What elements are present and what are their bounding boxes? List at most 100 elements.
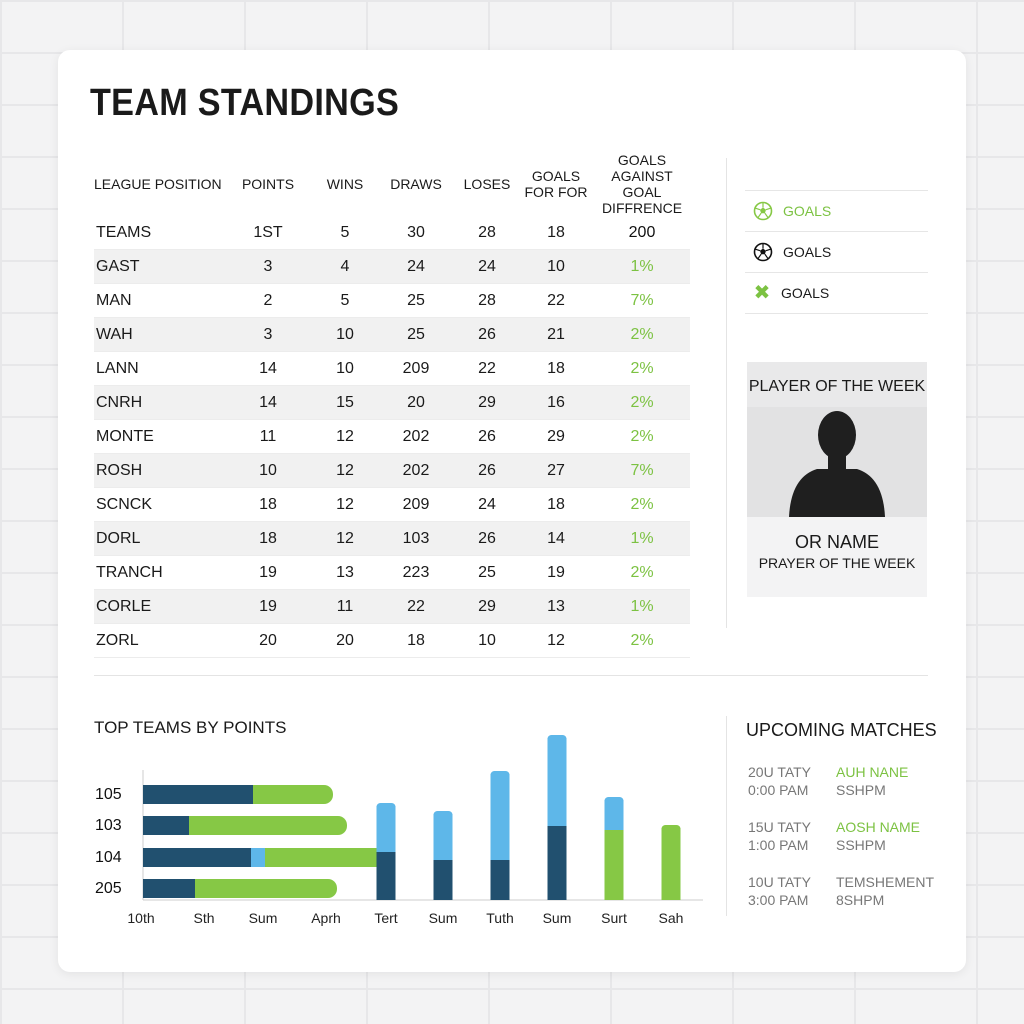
column-segment-dark-blue <box>376 852 396 900</box>
match-date: 20U TATY <box>748 764 812 780</box>
table-row[interactable]: SCNCK 18 12 209 24 18 2% <box>94 487 690 522</box>
table-cell: 10 <box>456 623 518 658</box>
column-cap <box>433 811 453 819</box>
column-segment-light-blue <box>376 806 396 852</box>
table-cell: 18 <box>518 216 594 250</box>
column-header[interactable]: POINTS <box>222 152 314 216</box>
table-cell: 200 <box>594 216 690 250</box>
player-subtitle: PRAYER OF THE WEEK <box>758 555 916 571</box>
x-tick-label: Sah <box>659 910 684 926</box>
x-tick-label: Sth <box>193 910 214 926</box>
match-item[interactable]: 20U TATY 0:00 PAM AUH NANE SSHPM <box>748 763 938 803</box>
table-cell: 2% <box>594 487 690 522</box>
x-tick-label: Aprh <box>311 910 341 926</box>
table-cell: 19 <box>222 589 314 624</box>
table-cell: 12 <box>314 487 376 522</box>
page-title: TEAM STANDINGS <box>90 82 400 124</box>
column-segment-dark-blue <box>433 860 453 900</box>
match-time: 1:00 PAM <box>748 837 809 853</box>
match-item[interactable]: 15U TATY 1:00 PAM AOSH NAME SSHPM <box>748 818 938 858</box>
table-cell: 10 <box>222 453 314 488</box>
matches-divider <box>726 716 727 916</box>
player-photo <box>747 407 927 517</box>
table-cell: 29 <box>456 385 518 420</box>
table-cell: 18 <box>222 521 314 556</box>
table-cell: 26 <box>456 453 518 488</box>
goal-legend-item[interactable]: GOALS <box>745 190 928 231</box>
table-cell: DORL <box>94 521 222 556</box>
table-cell: MONTE <box>94 419 222 454</box>
table-row[interactable]: MONTE 11 12 202 26 29 2% <box>94 419 690 454</box>
goal-legend: GOALS GOALS ✖ GOALS <box>745 190 928 314</box>
goal-legend-item[interactable]: GOALS <box>745 231 928 272</box>
match-team: TEMSHEMENT <box>836 874 934 890</box>
table-row[interactable]: DORL 18 12 103 26 14 1% <box>94 521 690 556</box>
table-cell: 103 <box>376 521 456 556</box>
table-cell: 20 <box>222 623 314 658</box>
table-cell: 1% <box>594 249 690 284</box>
chart-title: TOP TEAMS BY POINTS <box>94 718 287 737</box>
table-cell: 29 <box>456 589 518 624</box>
table-row[interactable]: ROSH 10 12 202 26 27 7% <box>94 453 690 488</box>
table-cell: 13 <box>314 555 376 590</box>
table-cell: 3 <box>222 249 314 284</box>
table-cell: TEAMS <box>94 216 222 250</box>
table-row[interactable]: LANN 14 10 209 22 18 2% <box>94 351 690 386</box>
table-row[interactable]: CORLE 19 11 22 29 13 1% <box>94 589 690 624</box>
table-cell: 11 <box>222 419 314 454</box>
goal-legend-label: GOALS <box>783 203 832 219</box>
x-tick-label: Tert <box>374 910 397 926</box>
table-row[interactable]: TRANCH 19 13 223 25 19 2% <box>94 555 690 590</box>
table-cell: GAST <box>94 249 222 284</box>
table-cell: 28 <box>456 216 518 250</box>
table-cell: 21 <box>518 317 594 352</box>
table-row[interactable]: GAST 3 4 24 24 10 1% <box>94 249 690 284</box>
column-header-label: LOSES <box>463 176 511 192</box>
table-cell: MAN <box>94 283 222 318</box>
goal-legend-item[interactable]: ✖ GOALS <box>745 272 928 314</box>
table-cell: 5 <box>314 283 376 318</box>
table-cell: 20 <box>314 623 376 658</box>
table-cell: 18 <box>376 623 456 658</box>
table-cell: 24 <box>456 249 518 284</box>
column-header[interactable]: DRAWS <box>376 152 456 216</box>
table-cell: 2% <box>594 317 690 352</box>
column-header-label: GOALS <box>531 168 581 184</box>
x-tick-label: Tuth <box>486 910 514 926</box>
x-tick-label: Surt <box>601 910 627 926</box>
table-cell: 5 <box>314 216 376 250</box>
goal-legend-label: GOALS <box>781 285 830 301</box>
column-header[interactable]: LEAGUE POSITION <box>94 152 222 216</box>
match-time: 3:00 PAM <box>748 892 809 908</box>
column-header[interactable]: GOALS FOR FOR <box>518 152 594 216</box>
table-cell: SCNCK <box>94 487 222 522</box>
column-segment-light-blue <box>547 738 567 826</box>
column-segment-dark-blue <box>490 860 510 900</box>
column-segment-green <box>604 830 624 900</box>
table-cell: 10 <box>314 317 376 352</box>
table-row[interactable]: CNRH 14 15 20 29 16 2% <box>94 385 690 420</box>
column-header[interactable]: GOALS AGAINST GOAL DIFFRENCE <box>594 152 690 216</box>
table-row[interactable]: TEAMS 1ST 5 30 28 18 200 <box>94 216 690 250</box>
player-of-week-title: PLAYER OF THE WEEK <box>748 378 926 395</box>
match-team: AUH NANE <box>836 764 909 780</box>
y-tick-label: 104 <box>95 849 122 866</box>
table-cell: 22 <box>456 351 518 386</box>
table-cell: 18 <box>222 487 314 522</box>
table-cell: 28 <box>456 283 518 318</box>
column-cap <box>661 825 681 833</box>
table-cell: 1% <box>594 521 690 556</box>
table-cell: 2% <box>594 555 690 590</box>
x-tick-label: Sum <box>249 910 278 926</box>
x-tick-label: Sum <box>543 910 572 926</box>
column-header[interactable]: WINS <box>314 152 376 216</box>
table-cell: 30 <box>376 216 456 250</box>
table-cell: 26 <box>456 317 518 352</box>
table-cell: TRANCH <box>94 555 222 590</box>
column-header[interactable]: LOSES <box>456 152 518 216</box>
table-row[interactable]: MAN 2 5 25 28 22 7% <box>94 283 690 318</box>
table-row[interactable]: ZORL 20 20 18 10 12 2% <box>94 623 690 658</box>
match-item[interactable]: 10U TATY 3:00 PAM TEMSHEMENT 8SHPM <box>748 873 938 913</box>
table-row[interactable]: WAH 3 10 25 26 21 2% <box>94 317 690 352</box>
table-cell: 26 <box>456 521 518 556</box>
